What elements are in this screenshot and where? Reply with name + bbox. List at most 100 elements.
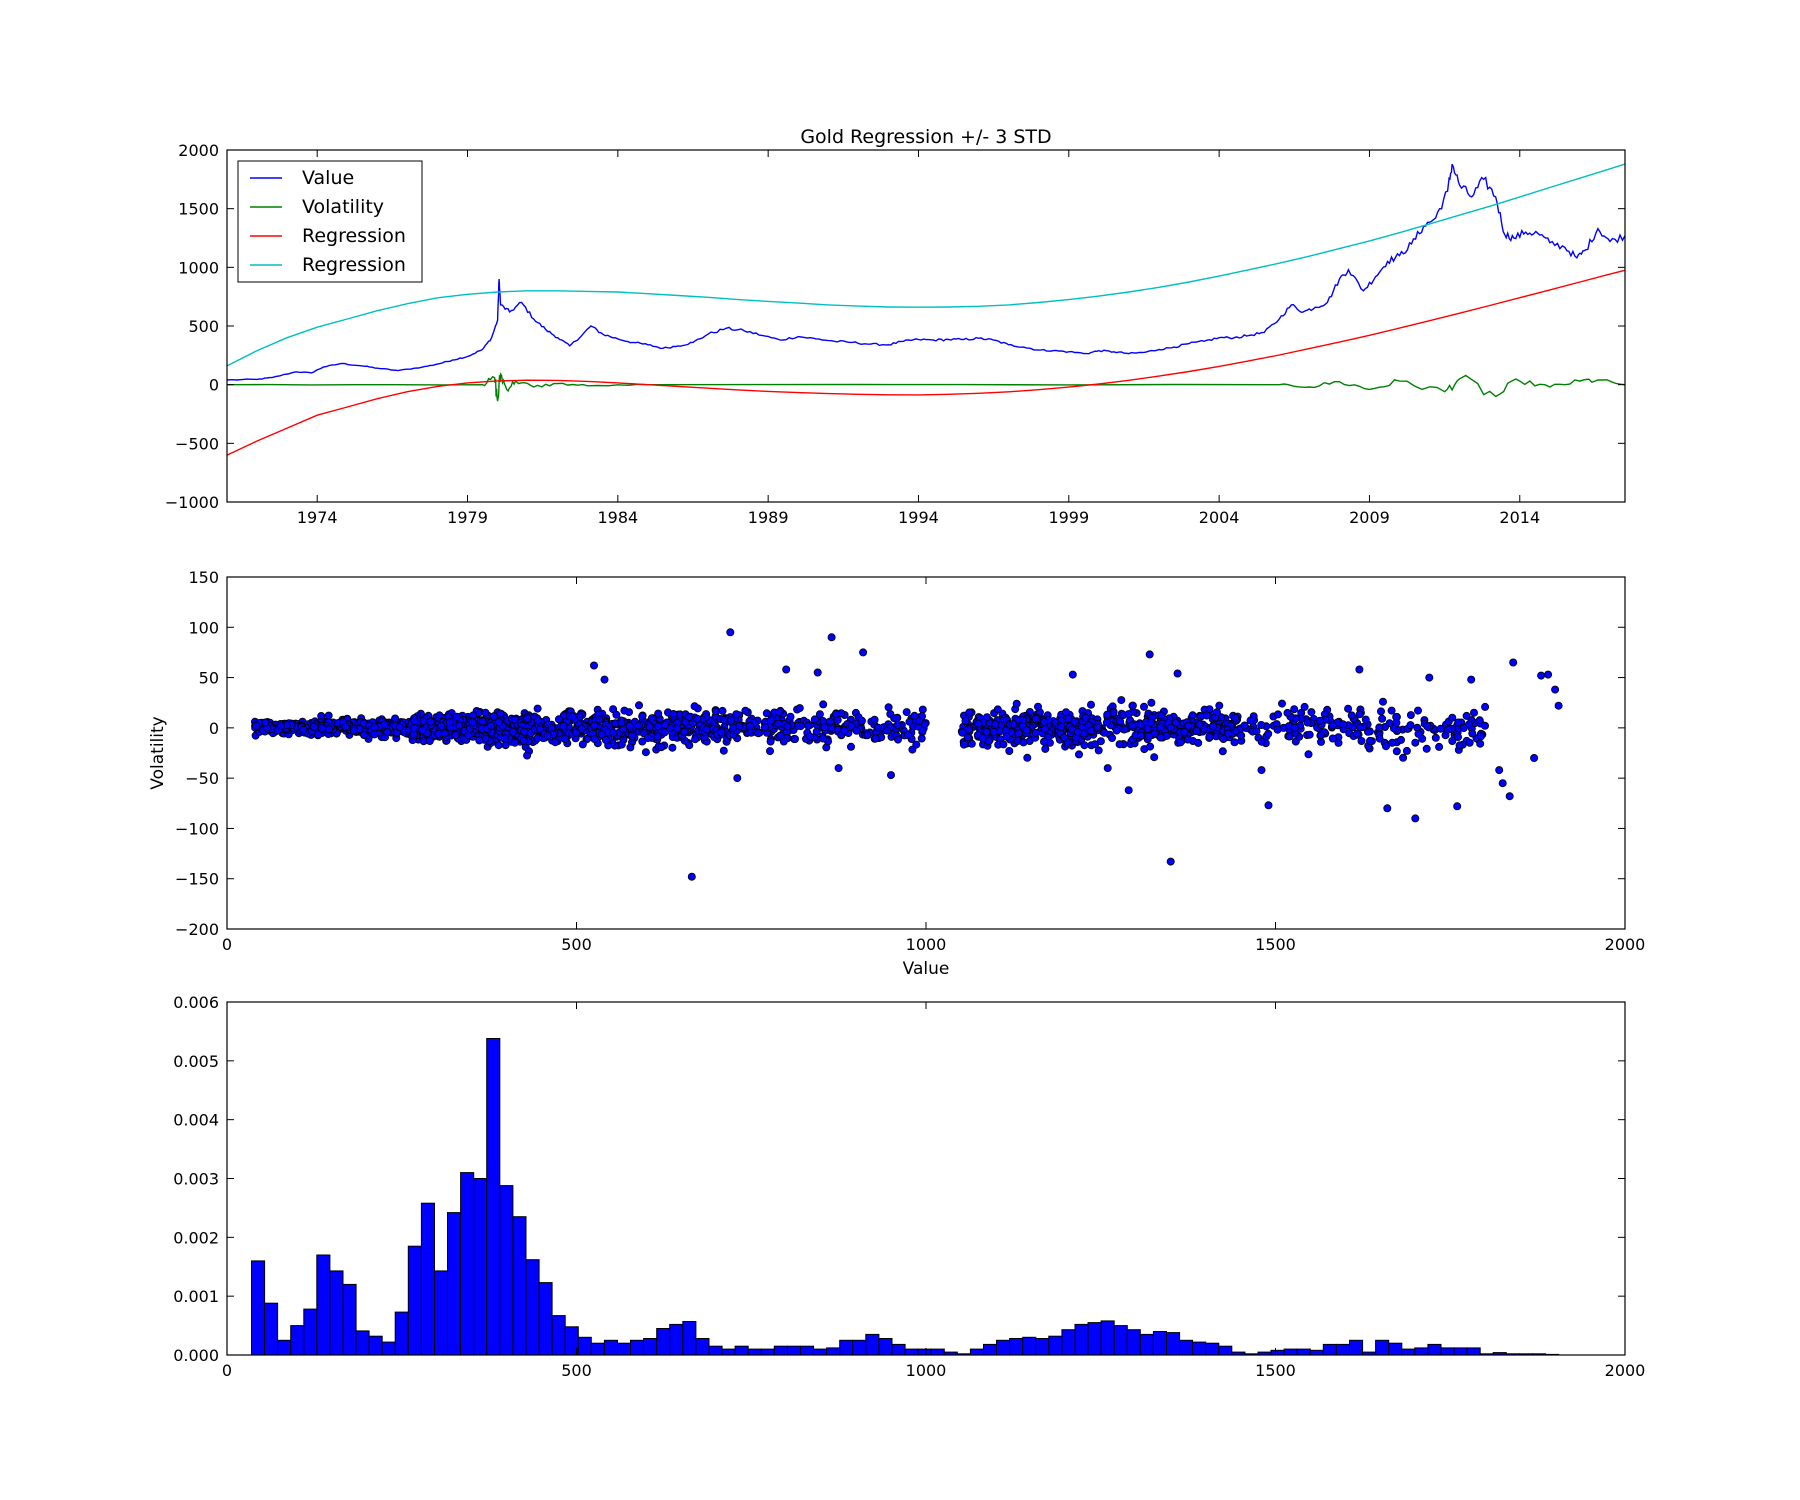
scatter-point bbox=[1387, 706, 1396, 715]
scatter-point bbox=[1094, 746, 1103, 755]
scatter-point bbox=[1117, 696, 1126, 705]
scatter-point bbox=[451, 731, 460, 740]
scatter-point bbox=[1448, 737, 1457, 746]
scatter-point bbox=[1375, 734, 1384, 743]
scatter-point bbox=[500, 734, 509, 743]
scatter-point bbox=[645, 722, 654, 731]
histogram-y-tick-label: 0.004 bbox=[173, 1111, 219, 1130]
scatter-point bbox=[819, 734, 828, 743]
histogram-bar bbox=[682, 1321, 697, 1356]
scatter-point bbox=[547, 724, 556, 733]
scatter-point bbox=[251, 721, 260, 730]
scatter-point bbox=[554, 715, 563, 724]
histogram-bar bbox=[917, 1348, 932, 1356]
line-chart-y-tick-label: −500 bbox=[175, 434, 219, 453]
histogram-bar bbox=[1466, 1347, 1481, 1356]
histogram-bar bbox=[342, 1283, 357, 1356]
scatter-y-tick-label: 100 bbox=[188, 618, 219, 637]
scatter-point bbox=[985, 737, 994, 746]
scatter-point bbox=[440, 729, 449, 738]
scatter-point bbox=[1103, 764, 1112, 773]
scatter-point bbox=[1338, 720, 1347, 729]
scatter-point bbox=[760, 723, 769, 732]
scatter-point bbox=[426, 717, 435, 726]
histogram-bar bbox=[721, 1348, 736, 1356]
histogram-bar bbox=[1349, 1339, 1364, 1356]
scatter-point bbox=[1406, 721, 1415, 730]
scatter-point bbox=[1444, 725, 1453, 734]
scatter-point bbox=[999, 740, 1008, 749]
scatter-point bbox=[961, 717, 970, 726]
histogram-x-tick-label: 1000 bbox=[906, 1361, 947, 1380]
histogram-bar bbox=[630, 1339, 645, 1356]
histogram-bar bbox=[786, 1345, 802, 1356]
scatter-chart-ticks: 0 500 1000 1500 2000 −200 −150 −100 −50 0 50 100 150 bbox=[175, 568, 1645, 954]
scatter-point bbox=[1316, 716, 1325, 725]
histogram-bar bbox=[590, 1342, 605, 1356]
scatter-point bbox=[1070, 717, 1079, 726]
scatter-point bbox=[684, 712, 693, 721]
legend[interactable]: Value Volatility Regression Regression bbox=[237, 160, 423, 283]
scatter-point bbox=[1399, 753, 1408, 762]
scatter-point bbox=[1041, 744, 1050, 753]
scatter-point bbox=[1040, 737, 1049, 746]
histogram-y-tick-label: 0.005 bbox=[173, 1052, 219, 1071]
scatter-point bbox=[341, 722, 350, 731]
scatter-point bbox=[884, 703, 893, 712]
histogram-bar bbox=[1035, 1338, 1050, 1356]
legend-label: Value bbox=[302, 167, 354, 189]
series-line-value bbox=[226, 163, 1626, 381]
histogram-y-tick-label: 0.006 bbox=[173, 993, 219, 1012]
scatter-y-tick-label: −100 bbox=[175, 819, 219, 838]
scatter-point bbox=[647, 714, 656, 723]
scatter-point bbox=[1213, 708, 1222, 717]
scatter-point bbox=[625, 721, 634, 730]
histogram-bar bbox=[839, 1339, 854, 1356]
scatter-point bbox=[1184, 721, 1193, 730]
scatter-point bbox=[410, 724, 419, 733]
scatter-point bbox=[1544, 670, 1553, 679]
scatter-point bbox=[1283, 708, 1292, 717]
line-chart-x-tick-label: 1989 bbox=[748, 508, 789, 527]
series-line-volatility bbox=[226, 372, 1626, 402]
scatter-point bbox=[1361, 715, 1370, 724]
scatter-point bbox=[1019, 738, 1028, 747]
scatter-point bbox=[1285, 732, 1294, 741]
scatter-point bbox=[1406, 711, 1415, 720]
scatter-point bbox=[634, 721, 643, 730]
scatter-point bbox=[523, 751, 532, 760]
histogram-bar bbox=[1440, 1347, 1455, 1356]
scatter-point bbox=[718, 706, 727, 715]
histogram-bar bbox=[996, 1339, 1011, 1356]
scatter-point bbox=[893, 721, 902, 730]
scatter-point bbox=[847, 721, 856, 730]
histogram-bar bbox=[420, 1202, 435, 1356]
scatter-point bbox=[349, 726, 358, 735]
histogram-y-tick-label: 0.000 bbox=[173, 1346, 219, 1365]
scatter-point bbox=[325, 725, 334, 734]
scatter-point bbox=[904, 731, 913, 740]
scatter-point bbox=[1303, 718, 1312, 727]
scatter-point bbox=[735, 721, 744, 730]
histogram-bar bbox=[1126, 1329, 1141, 1356]
scatter-point bbox=[1209, 722, 1218, 731]
line-chart-x-tick-label: 1999 bbox=[1048, 508, 1089, 527]
chart-title: Gold Regression +/- 3 STD bbox=[800, 126, 1051, 148]
scatter-point bbox=[1075, 750, 1084, 759]
scatter-point bbox=[727, 716, 736, 725]
histogram-bar bbox=[290, 1325, 305, 1356]
scatter-point bbox=[1328, 734, 1337, 743]
scatter-point bbox=[559, 722, 568, 731]
scatter-point bbox=[1166, 857, 1175, 866]
scatter-point bbox=[774, 719, 783, 728]
scatter-point bbox=[1194, 738, 1203, 747]
scatter-point bbox=[711, 707, 720, 716]
scatter-point bbox=[1087, 726, 1096, 735]
scatter-point bbox=[1041, 725, 1050, 734]
scatter-point bbox=[418, 726, 427, 735]
scatter-point bbox=[1305, 730, 1314, 739]
scatter-point bbox=[299, 725, 308, 734]
scatter-point bbox=[533, 716, 542, 725]
scatter-point bbox=[533, 704, 542, 713]
scatter-point bbox=[813, 668, 822, 677]
